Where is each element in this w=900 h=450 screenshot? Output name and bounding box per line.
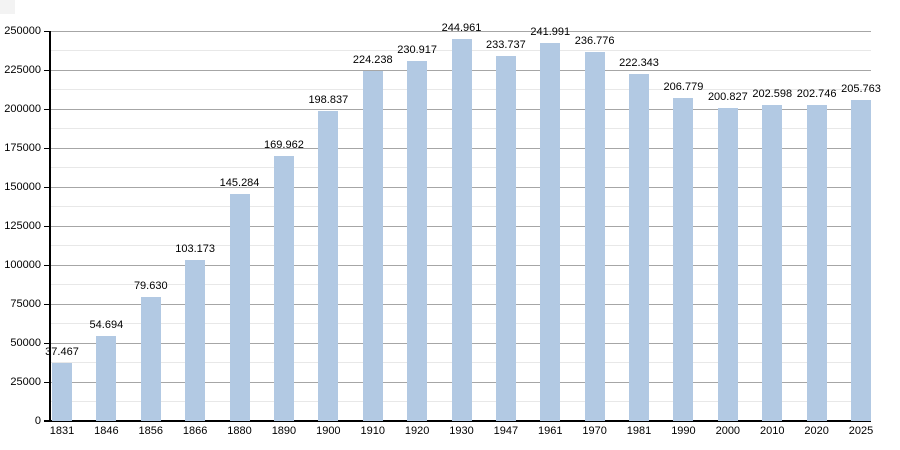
y-axis-tick-label: 150000: [4, 181, 41, 193]
corner-artifact: [0, 0, 15, 14]
x-axis-tick-label: 1990: [671, 425, 696, 437]
bar: [362, 71, 383, 421]
x-axis-tick-label: 1890: [271, 425, 297, 437]
bar-value-label: 244.961: [441, 21, 482, 34]
y-axis-tick-label: 0: [34, 415, 41, 427]
bar-value-label: 241.991: [530, 26, 571, 39]
y-axis-tick-label: 100000: [4, 259, 41, 271]
y-axis-tick-label: 75000: [10, 298, 41, 310]
bar: [318, 110, 339, 421]
bar-value-label: 145.284: [219, 177, 260, 190]
x-axis-tick-label: 1856: [138, 425, 163, 437]
bar: [451, 38, 472, 421]
bar: [185, 260, 206, 421]
bar-value-label: 202.598: [752, 87, 793, 100]
bar-value-label: 224.238: [352, 54, 393, 67]
x-axis-tick-label: 1866: [182, 425, 208, 437]
bar: [407, 60, 428, 421]
y-axis-tick-label: 125000: [4, 220, 41, 232]
y-axis-tick: [44, 69, 50, 71]
bar-value-label: 202.746: [796, 87, 837, 100]
bar-value-label: 236.776: [574, 34, 615, 47]
bar: [851, 100, 871, 421]
x-axis-tick-label: 1981: [626, 425, 652, 437]
bar-value-label: 230.917: [397, 43, 437, 56]
y-axis-tick: [44, 264, 50, 266]
bar: [52, 362, 72, 421]
bar-value-label: 200.827: [707, 90, 748, 103]
x-axis-tick-label: 1930: [449, 425, 474, 437]
x-axis-tick-label: 2025: [848, 425, 874, 437]
bar: [806, 104, 827, 421]
bar-value-label: 198.837: [308, 93, 349, 106]
bar-value-label: 54.694: [89, 318, 124, 331]
x-axis-line: [44, 420, 871, 422]
bar: [540, 43, 561, 421]
y-axis-tick: [44, 381, 50, 383]
y-axis-tick-label: 250000: [4, 25, 41, 37]
x-axis-tick-label: 1846: [94, 425, 119, 437]
y-axis-tick: [44, 30, 50, 32]
bar-value-label: 103.173: [175, 243, 216, 256]
bar-value-label: 79.630: [133, 279, 168, 292]
bar: [140, 296, 161, 421]
y-axis-tick: [44, 225, 50, 227]
bar-value-label: 206.779: [663, 81, 704, 94]
bar: [629, 74, 650, 421]
bar: [584, 51, 605, 421]
y-axis-tick-label: 225000: [4, 64, 41, 76]
x-axis-tick-label: 2020: [804, 425, 829, 437]
x-axis-tick-label: 1970: [582, 425, 607, 437]
x-axis-tick-label: 1880: [227, 425, 252, 437]
y-axis-tick-label: 25000: [10, 376, 41, 388]
bar-value-label: 205.763: [841, 83, 881, 95]
y-axis-tick: [44, 147, 50, 149]
bar: [96, 335, 117, 421]
bar: [673, 98, 694, 421]
y-axis-line: [49, 31, 51, 421]
bar-value-label: 169.962: [264, 138, 304, 151]
y-axis-tick: [44, 108, 50, 110]
bar-value-label: 222.343: [619, 57, 659, 70]
x-axis-tick-label: 1920: [404, 425, 430, 437]
bar: [229, 194, 250, 421]
bar: [273, 155, 294, 421]
x-axis-tick-label: 1900: [316, 425, 341, 437]
y-axis-tick-label: 200000: [4, 103, 41, 115]
y-axis-tick: [44, 303, 50, 305]
y-axis-tick: [44, 186, 50, 188]
x-axis-tick-label: 2000: [715, 425, 741, 437]
y-axis-tick: [44, 342, 50, 344]
bar: [495, 56, 516, 421]
x-axis-tick-label: 1910: [360, 425, 385, 437]
x-axis-tick-label: 1961: [538, 425, 563, 437]
major-gridline: [50, 30, 871, 32]
x-axis-tick-label: 2010: [759, 425, 785, 437]
x-axis-tick-label: 1831: [49, 425, 75, 437]
bar: [717, 107, 738, 421]
bar: [762, 104, 783, 421]
x-axis-tick-label: 1947: [493, 425, 519, 437]
bar-value-label: 37.467: [45, 345, 79, 358]
bar-value-label: 233.737: [485, 39, 526, 52]
y-axis-tick-label: 175000: [4, 142, 41, 154]
y-axis-tick-label: 50000: [10, 337, 41, 349]
